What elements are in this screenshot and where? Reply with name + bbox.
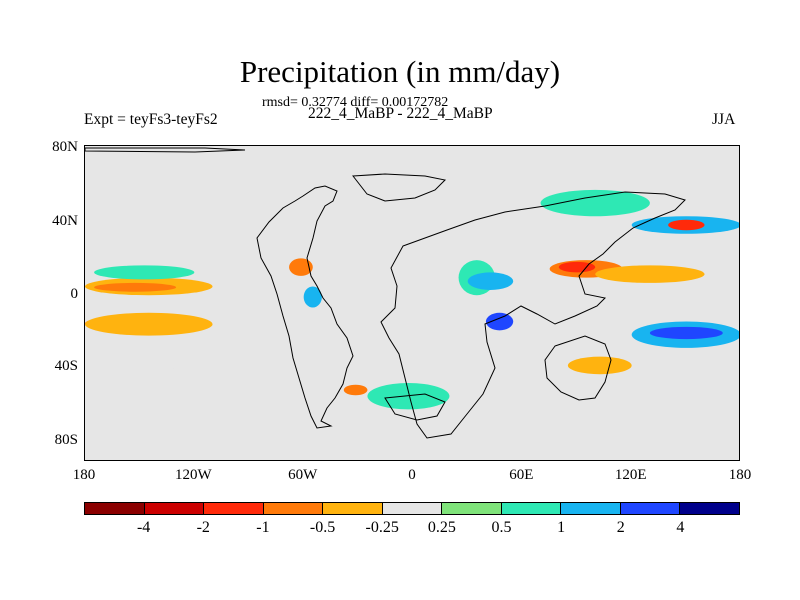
anomaly-region-8: [303, 286, 322, 308]
colorbar-label: 1: [557, 519, 566, 536]
colorbar-segment: [442, 503, 502, 514]
anomaly-region-10: [343, 384, 368, 396]
plot-title: Precipitation (in mm/day): [239, 54, 561, 89]
x-tick-label: 120E: [614, 467, 647, 483]
colorbar-segment: [501, 503, 562, 514]
y-tick-label: 80S: [54, 432, 78, 448]
anomaly-region-14: [485, 312, 514, 331]
x-tick-label: 0: [408, 467, 416, 483]
colorbar-segment: [85, 503, 145, 514]
coastline-americas: [256, 185, 354, 429]
map-svg: [85, 147, 739, 439]
colorbar-label: -4: [136, 519, 151, 536]
colorbar-segment: [204, 503, 264, 514]
colorbar-label: -1: [256, 519, 270, 536]
anomaly-region-7: [139, 244, 186, 255]
map-panel: [84, 145, 740, 461]
colorbar-segment: [323, 503, 383, 514]
anomaly-region-5: [103, 356, 177, 375]
anomaly-region-17: [595, 265, 705, 283]
colorbar-label: 0.25: [427, 519, 456, 536]
anomaly-region-19: [649, 326, 723, 340]
y-tick-label: 80N: [52, 139, 78, 155]
colorbar-segment: [561, 503, 621, 514]
colorbar-segment: [382, 503, 443, 514]
coastline-eurasia-africa: [380, 191, 686, 439]
anomaly-region-6: [230, 353, 268, 375]
colorbar-label: 4: [676, 519, 685, 536]
colorbar-segment: [620, 503, 681, 514]
anomaly-region-23: [540, 189, 650, 217]
colorbar-label: 0.5: [491, 519, 512, 536]
x-tick-label: 180: [72, 467, 96, 483]
colorbar-label: -0.25: [365, 519, 399, 536]
anomaly-region-22: [668, 219, 705, 231]
coastline-australia: [544, 335, 612, 401]
coastline-antarctica-south: [384, 393, 446, 421]
experiment-label: Expt = teyFs3-teyFs2: [84, 111, 218, 128]
colorbar-label: -0.5: [309, 519, 336, 536]
anomaly-region-11: [367, 383, 450, 410]
season-label: JJA: [712, 111, 736, 128]
anomaly-region-9: [289, 258, 313, 276]
colorbar-label: 2: [616, 519, 625, 536]
x-tick-label: 60E: [509, 467, 534, 483]
x-tick-label: 120W: [174, 467, 212, 483]
colorbar-segment: [144, 503, 205, 514]
anomaly-region-3: [94, 282, 177, 292]
anomaly-region-20: [567, 356, 632, 375]
anomaly-region-16: [558, 261, 596, 273]
y-tick-label: 0: [70, 286, 79, 302]
stats-text: rmsd= 0.32774 diff= 0.00172782: [262, 95, 449, 110]
colorbar-segment: [680, 503, 740, 514]
x-tick-label: 180: [728, 467, 752, 483]
experiment-subtitle: 222_4_MaBP - 222_4_MaBP: [308, 105, 493, 122]
y-tick-label: 40N: [52, 213, 78, 229]
colorbar: [84, 502, 740, 515]
anomaly-region-1: [85, 312, 213, 336]
colorbar-segment: [263, 503, 324, 514]
anomaly-region-4: [94, 265, 195, 280]
x-tick-label: 60W: [288, 467, 318, 483]
coastline-greenland: [352, 173, 447, 202]
coastline-arctic-north: [85, 147, 246, 153]
anomaly-region-13: [467, 272, 514, 290]
y-tick-label: 40S: [54, 358, 78, 374]
colorbar-label: -2: [196, 519, 210, 536]
